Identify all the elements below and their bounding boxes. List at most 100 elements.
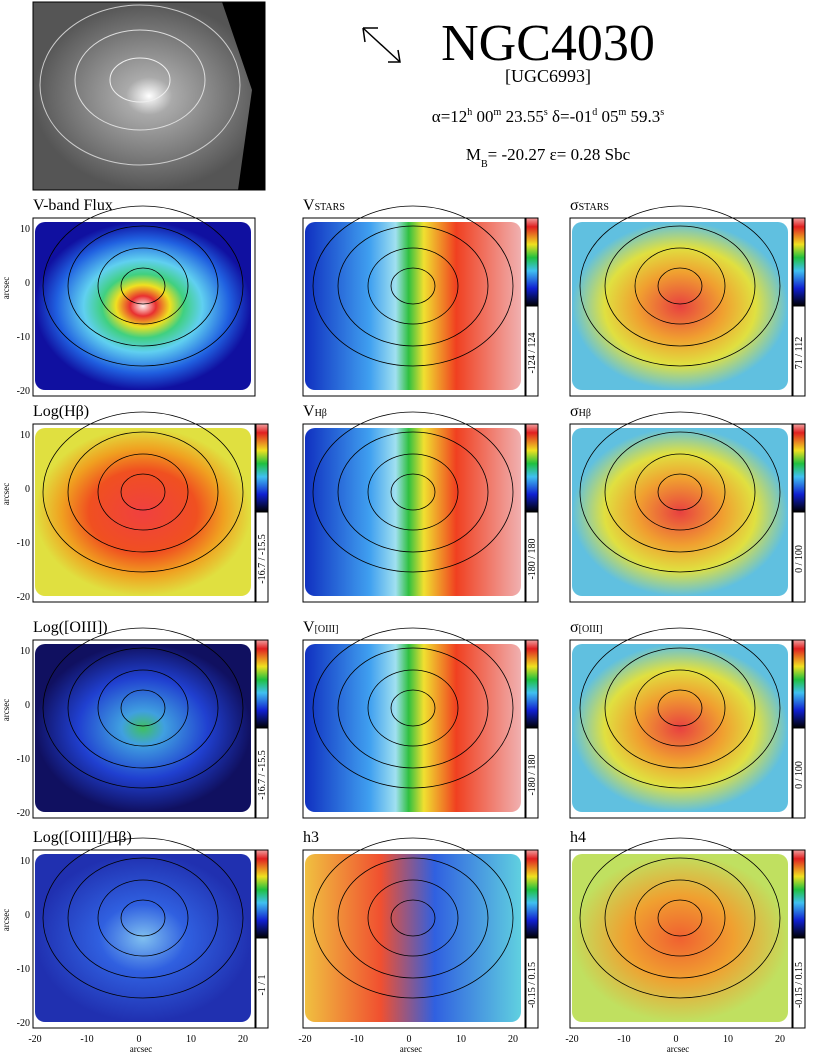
isophote-contour	[367, 247, 459, 325]
title-main: V	[303, 619, 315, 636]
superscript: d	[592, 107, 597, 118]
y-tick-label: 10	[20, 224, 30, 235]
isophote-contour	[634, 669, 726, 747]
isophote-contour	[579, 837, 781, 999]
colorbar-frame	[255, 511, 269, 603]
isophote-contour	[604, 857, 756, 979]
velocity-map	[305, 644, 521, 812]
title-sub: Hβ	[315, 408, 327, 419]
panel: Log([OIII]) -16.7 / -15.5 10 0 -10 -20 arcsec	[1, 619, 269, 819]
title-sub: STARS	[315, 202, 345, 213]
isophote-contour	[312, 627, 514, 789]
superscript: h	[467, 107, 472, 118]
subscript: B	[481, 159, 488, 170]
y-tick-label: 0	[25, 278, 30, 289]
colorbar-frame	[525, 305, 539, 397]
title-sub: Hβ	[579, 408, 591, 419]
isophote-contour	[367, 669, 459, 747]
panel-title: Log([OIII])	[33, 619, 108, 636]
text-part: 05	[597, 107, 618, 126]
panel-title: σHβ	[570, 403, 591, 420]
isophote-contour	[657, 267, 703, 305]
title-main: Log(Hβ)	[33, 403, 89, 420]
isophote-contour	[634, 247, 726, 325]
isophote-contour	[579, 205, 781, 367]
x-tick-label: 20	[508, 1034, 518, 1045]
panel: Log([OIII]/Hβ) -1 / 1 10 0 -10 -20 arcsec -20 -1…	[1, 829, 269, 1054]
x-tick-label: -10	[350, 1034, 363, 1045]
isophote-contour	[120, 473, 166, 511]
y-tick-label: 10	[20, 646, 30, 657]
x-axis-label: arcsec	[130, 1044, 152, 1054]
isophote-contour	[367, 879, 459, 957]
y-tick-label: 0	[25, 484, 30, 495]
panel: V[OIII] -180 / 180	[302, 619, 539, 819]
colorbar-range: -180 / 180	[527, 538, 538, 579]
x-tick-label: 10	[456, 1034, 466, 1045]
panel: h3 -0.15 / 0.15 -20 -10 0 10 20 arcsec	[298, 829, 539, 1054]
colorbar	[255, 849, 269, 939]
colorbar-frame	[525, 937, 539, 1029]
colorbar	[525, 423, 539, 513]
x-tick-label: 20	[238, 1034, 248, 1045]
isophote-contour	[657, 473, 703, 511]
isophote-contour	[67, 647, 219, 769]
velocity-map	[35, 644, 251, 812]
isophote-contour	[634, 879, 726, 957]
isophote-contour	[42, 837, 244, 999]
isophote-contour	[42, 627, 244, 789]
galaxy-name: NGC4030	[441, 15, 655, 72]
colorbar	[792, 639, 806, 729]
colorbar	[792, 423, 806, 513]
isophote-contour	[657, 899, 703, 937]
title-main: V	[303, 403, 315, 420]
title-sub: STARS	[579, 202, 609, 213]
isophote-contour	[312, 411, 514, 573]
colorbar-frame	[525, 511, 539, 603]
isophote-contour	[390, 689, 436, 727]
isophote-contour	[67, 225, 219, 347]
velocity-map	[305, 222, 521, 390]
x-tick-label: 20	[775, 1034, 785, 1045]
panel-title: h3	[303, 829, 319, 846]
x-tick-label: -20	[565, 1034, 578, 1045]
title-main: V	[303, 197, 315, 214]
x-tick-label: 0	[137, 1034, 142, 1045]
x-tick-label: -20	[298, 1034, 311, 1045]
x-tick-label: 10	[723, 1034, 733, 1045]
velocity-map	[35, 222, 251, 390]
x-tick-label: -10	[80, 1034, 93, 1045]
colorbar-range: -180 / 180	[527, 754, 538, 795]
colorbar	[255, 423, 269, 513]
panel-title: VSTARS	[303, 197, 345, 214]
y-tick-label: -20	[17, 592, 30, 603]
y-tick-label: -10	[17, 754, 30, 765]
title-main: Log([OIII])	[33, 619, 108, 636]
panel-title: Log([OIII]/Hβ)	[33, 829, 132, 846]
title-main: h3	[303, 829, 319, 846]
colorbar-frame	[255, 727, 269, 819]
isophote-contour	[97, 453, 189, 531]
isophote-contour	[337, 647, 489, 769]
colorbar-range: -16.7 / -15.5	[257, 750, 268, 799]
isophote-contour	[97, 247, 189, 325]
isophote-contour	[657, 689, 703, 727]
x-tick-label: 0	[407, 1034, 412, 1045]
panel-title: VHβ	[303, 403, 327, 420]
isophote-contour	[312, 205, 514, 367]
properties: MB= -20.27 ε= 0.28 Sbc	[466, 145, 631, 170]
isophote-contour	[120, 899, 166, 937]
colorbar	[792, 849, 806, 939]
isophote-contour	[604, 647, 756, 769]
isophote-contour	[97, 879, 189, 957]
text-part: 23.55	[501, 107, 544, 126]
text-part: 59.3	[626, 107, 660, 126]
colorbar-range: -0.15 / 0.15	[527, 962, 538, 1008]
velocity-map	[572, 428, 788, 596]
isophote-contour	[337, 431, 489, 553]
y-tick-label: 0	[25, 700, 30, 711]
colorbar-frame	[792, 937, 806, 1029]
colorbar-frame	[792, 727, 806, 819]
